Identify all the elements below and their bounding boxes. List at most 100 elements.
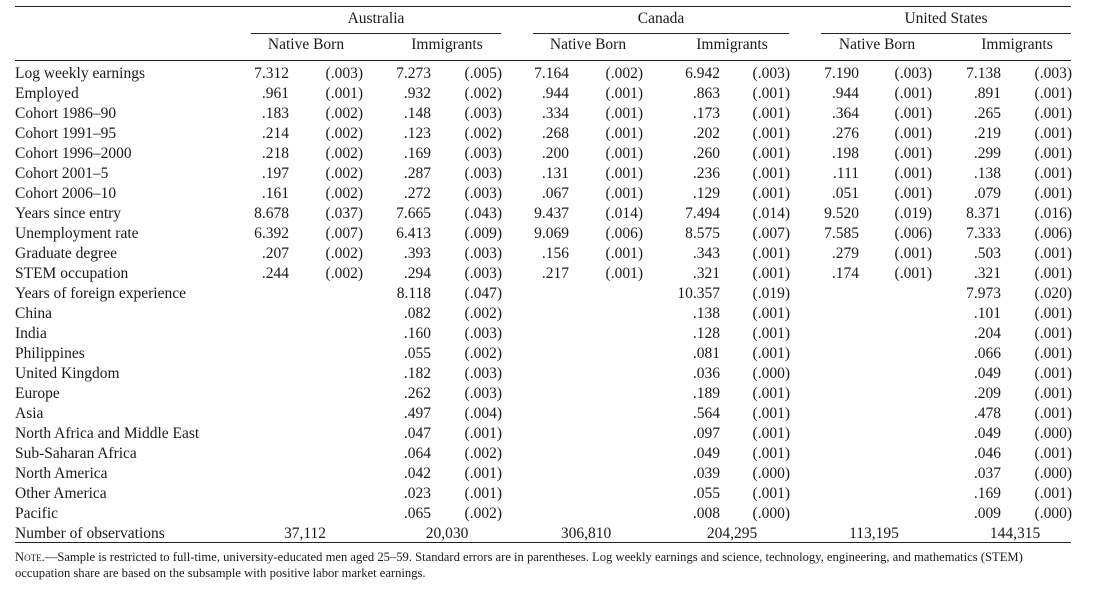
row-label: Cohort 1986–90	[15, 105, 117, 122]
cell-std-error: (.002)	[325, 185, 363, 202]
cell-std-error: (.001)	[1034, 405, 1072, 422]
cell-std-error: (.001)	[464, 465, 502, 482]
cell-std-error: (.002)	[464, 445, 502, 462]
cell-std-error: (.001)	[605, 185, 643, 202]
cell-value: .023	[403, 485, 431, 502]
cell-std-error: (.001)	[605, 245, 643, 262]
cell-std-error: (.001)	[752, 125, 790, 142]
cell-std-error: (.003)	[464, 145, 502, 162]
note-text: .—Sample is restricted to full-time, uni…	[15, 550, 1023, 580]
cell-value: .200	[541, 145, 569, 162]
cell-value: .009	[973, 505, 1001, 522]
cell-std-error: (.001)	[894, 185, 932, 202]
row-label: Unemployment rate	[15, 225, 139, 242]
cell-value: .393	[403, 245, 431, 262]
cell-std-error: (.001)	[1034, 385, 1072, 402]
row-label: Philippines	[15, 345, 85, 362]
cell-value: .287	[403, 165, 431, 182]
cell-value: .214	[261, 125, 289, 142]
row-label: Graduate degree	[15, 245, 117, 262]
cell-std-error: (.006)	[894, 225, 932, 242]
cell-value: .055	[692, 485, 720, 502]
cell-std-error: (.001)	[1034, 325, 1072, 342]
cell-std-error: (.000)	[752, 505, 790, 522]
row-label: Other America	[15, 485, 107, 502]
cell-value: 7.494	[685, 205, 720, 222]
row-label: United Kingdom	[15, 365, 120, 382]
cell-value: .202	[692, 125, 720, 142]
cell-std-error: (.007)	[325, 225, 363, 242]
cell-value: .008	[692, 505, 720, 522]
cell-value: .260	[692, 145, 720, 162]
cell-value: .204	[973, 325, 1001, 342]
cell-std-error: (.000)	[1034, 425, 1072, 442]
cell-std-error: (.005)	[464, 65, 502, 82]
cell-std-error: (.002)	[325, 145, 363, 162]
cell-std-error: (.001)	[1034, 85, 1072, 102]
cell-std-error: (.000)	[752, 465, 790, 482]
row-label: STEM occupation	[15, 265, 129, 282]
observations-value: 204,295	[706, 525, 758, 542]
cell-std-error: (.003)	[464, 245, 502, 262]
group-header: Immigrants	[411, 36, 483, 53]
group-header: Immigrants	[981, 36, 1053, 53]
cell-std-error: (.003)	[894, 65, 932, 82]
cell-value: 7.138	[966, 65, 1001, 82]
cell-value: .097	[692, 425, 720, 442]
cell-value: 9.437	[534, 205, 569, 222]
observations-value: 37,112	[283, 525, 327, 542]
cell-std-error: (.001)	[1034, 125, 1072, 142]
row-label: Log weekly earnings	[15, 65, 145, 82]
cell-value: .064	[403, 445, 431, 462]
row-label: China	[15, 305, 53, 322]
cell-value: .066	[973, 345, 1001, 362]
cell-std-error: (.001)	[605, 85, 643, 102]
cell-value: .049	[973, 365, 1001, 382]
country-underline-us	[821, 33, 1071, 34]
cell-value: .049	[692, 445, 720, 462]
row-label: Employed	[15, 85, 79, 102]
cell-std-error: (.001)	[464, 485, 502, 502]
cell-std-error: (.001)	[752, 185, 790, 202]
cell-value: .055	[403, 345, 431, 362]
cell-std-error: (.000)	[752, 365, 790, 382]
cell-value: .036	[692, 365, 720, 382]
cell-std-error: (.001)	[752, 385, 790, 402]
row-label: Years since entry	[15, 205, 122, 222]
cell-value: .129	[692, 185, 720, 202]
cell-std-error: (.001)	[894, 245, 932, 262]
cell-std-error: (.001)	[894, 85, 932, 102]
cell-std-error: (.003)	[464, 105, 502, 122]
row-label: Europe	[15, 385, 60, 402]
cell-value: .276	[831, 125, 859, 142]
cell-std-error: (.001)	[752, 485, 790, 502]
note-lead: Note	[15, 550, 42, 564]
cell-std-error: (.001)	[605, 145, 643, 162]
group-header: Native Born	[838, 36, 916, 53]
row-label-observations: Number of observations	[15, 525, 165, 542]
cell-value: .161	[261, 185, 289, 202]
cell-value: .891	[973, 85, 1001, 102]
cell-std-error: (.019)	[752, 285, 790, 302]
cell-value: .131	[541, 165, 569, 182]
cell-value: 9.069	[534, 225, 569, 242]
cell-std-error: (.003)	[1034, 65, 1072, 82]
cell-std-error: (.003)	[464, 325, 502, 342]
cell-std-error: (.047)	[464, 285, 502, 302]
cell-value: .863	[692, 85, 720, 102]
cell-std-error: (.001)	[605, 125, 643, 142]
cell-std-error: (.020)	[1034, 285, 1072, 302]
cell-value: 8.575	[685, 225, 720, 242]
cell-value: .067	[541, 185, 569, 202]
cell-std-error: (.001)	[752, 305, 790, 322]
cell-value: .182	[403, 365, 431, 382]
cell-value: .334	[541, 105, 569, 122]
cell-std-error: (.002)	[325, 245, 363, 262]
cell-std-error: (.014)	[752, 205, 790, 222]
cell-value: .111	[833, 165, 859, 182]
cell-std-error: (.001)	[752, 345, 790, 362]
cell-std-error: (.001)	[1034, 365, 1072, 382]
row-label: Cohort 1996–2000	[15, 145, 132, 162]
cell-std-error: (.001)	[752, 245, 790, 262]
